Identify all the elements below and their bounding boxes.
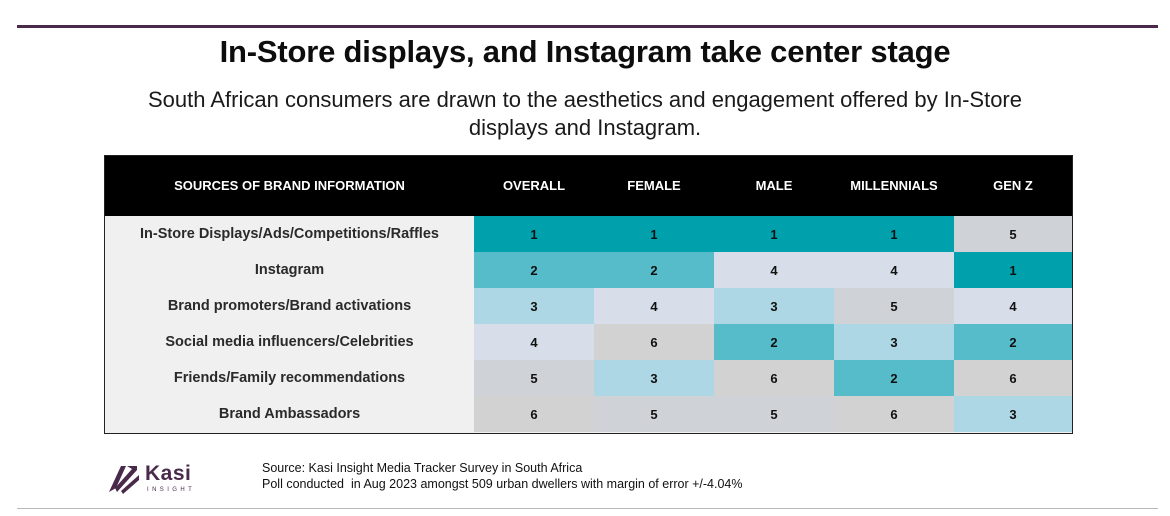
column-header-overall: OVERALL: [502, 178, 566, 193]
rank-cell-millennials: 2: [834, 360, 954, 396]
rank-cell-millennials: 6: [834, 396, 954, 432]
row-label: Brand promoters/Brand activations: [105, 288, 474, 324]
kasi-arrow-icon: [109, 466, 139, 494]
table-row: In-Store Displays/Ads/Competitions/Raffl…: [105, 216, 1072, 252]
rank-cell-overall: 1: [474, 216, 594, 252]
rank-cell-male: 2: [714, 324, 834, 360]
rank-cell-gen-z: 3: [954, 396, 1072, 432]
table-row: Friends/Family recommendations 5 3 6 2 6: [105, 360, 1072, 396]
rank-cell-male: 6: [714, 360, 834, 396]
row-label: Brand Ambassadors: [105, 396, 474, 432]
rank-cell-female: 4: [594, 288, 714, 324]
row-label: Social media influencers/Celebrities: [105, 324, 474, 360]
column-header-female: FEMALE: [627, 178, 681, 193]
rank-cell-gen-z: 2: [954, 324, 1072, 360]
rank-cell-overall: 4: [474, 324, 594, 360]
column-header-sources: SOURCES OF BRAND INFORMATION: [174, 178, 405, 193]
row-label: In-Store Displays/Ads/Competitions/Raffl…: [105, 216, 474, 252]
table-row: Brand promoters/Brand activations 3 4 3 5 4: [105, 288, 1072, 324]
source-note: Source: Kasi Insight Media Tracker Surve…: [262, 460, 743, 492]
top-divider: [17, 25, 1158, 28]
logo-wordmark: Kasi: [145, 462, 192, 485]
row-label: Instagram: [105, 252, 474, 288]
rank-cell-male: 3: [714, 288, 834, 324]
row-label: Friends/Family recommendations: [105, 360, 474, 396]
rank-cell-overall: 6: [474, 396, 594, 432]
table-row: Brand Ambassadors 6 5 5 6 3: [105, 396, 1072, 432]
rank-cell-overall: 5: [474, 360, 594, 396]
column-header-male: MALE: [755, 178, 793, 193]
bottom-divider: [17, 508, 1158, 509]
rank-cell-gen-z: 5: [954, 216, 1072, 252]
column-header-gen-z: GEN Z: [993, 178, 1033, 193]
table-row: Social media influencers/Celebrities 4 6 2 3…: [105, 324, 1072, 360]
rank-cell-female: 1: [594, 216, 714, 252]
rank-cell-gen-z: 6: [954, 360, 1072, 396]
table-header: SOURCES OF BRAND INFORMATION OVERALL FEM…: [105, 156, 1072, 216]
rank-cell-millennials: 5: [834, 288, 954, 324]
rank-cell-male: 5: [714, 396, 834, 432]
ranking-table: SOURCES OF BRAND INFORMATION OVERALL FEM…: [104, 155, 1073, 434]
column-header-millennials: MILLENNIALS: [850, 178, 938, 193]
rank-cell-overall: 2: [474, 252, 594, 288]
kasi-logo: Kasi INSIGHT: [107, 462, 207, 496]
rank-cell-gen-z: 4: [954, 288, 1072, 324]
rank-cell-female: 2: [594, 252, 714, 288]
rank-cell-overall: 3: [474, 288, 594, 324]
page-subtitle: South African consumers are drawn to the…: [147, 87, 1022, 140]
rank-cell-male: 1: [714, 216, 834, 252]
page-title: In-Store displays, and Instagram take ce…: [219, 34, 951, 69]
source-line: Source: Kasi Insight Media Tracker Surve…: [262, 461, 583, 475]
rank-cell-gen-z: 1: [954, 252, 1072, 288]
rank-cell-millennials: 1: [834, 216, 954, 252]
rank-cell-millennials: 3: [834, 324, 954, 360]
methodology-line: Poll conducted in Aug 2023 amongst 509 u…: [262, 477, 743, 491]
logo-tagline: INSIGHT: [147, 487, 196, 493]
rank-cell-female: 6: [594, 324, 714, 360]
rank-cell-millennials: 4: [834, 252, 954, 288]
rank-cell-male: 4: [714, 252, 834, 288]
rank-cell-female: 5: [594, 396, 714, 432]
rank-cell-female: 3: [594, 360, 714, 396]
table-row: Instagram 2 2 4 4 1: [105, 252, 1072, 288]
